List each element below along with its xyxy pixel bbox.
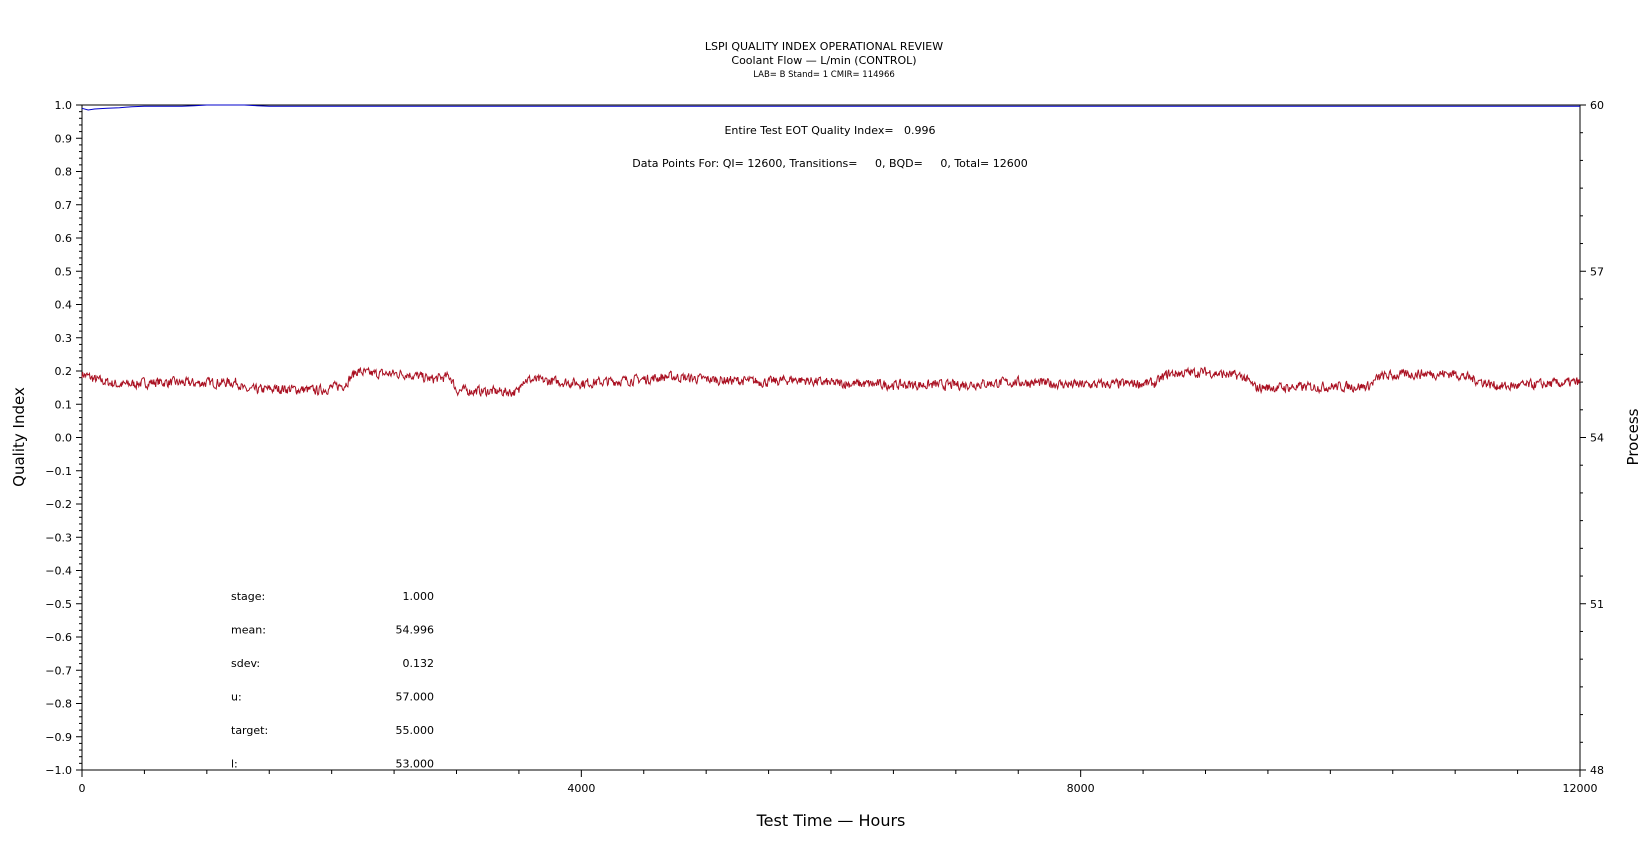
stat-label: u: (231, 691, 242, 704)
data-points-annotation: Data Points For: QI= 12600, Transitions=… (632, 157, 1027, 170)
stat-label: target: (231, 724, 268, 737)
y-left-tick-label: −0.9 (45, 731, 72, 744)
chart-subtitle: Coolant Flow — L/min (CONTROL) (731, 54, 916, 67)
axis-ticks: 1.0 0.9 0.8 0.7 0.6 0.5 0.4 0.3 0.2 0.1 0.0 −0.1 −0.… (45, 99, 1604, 795)
y-left-tick-label: 0.8 (55, 166, 73, 179)
stat-value: 55.000 (396, 724, 435, 737)
x-tick-label: 8000 (1067, 782, 1095, 795)
series-layer (81, 104, 1581, 398)
y-left-tick-label: −0.7 (45, 664, 72, 677)
x-axis-label: Test Time — Hours (756, 811, 906, 830)
y-left-tick-label: 0.3 (55, 332, 73, 345)
y-left-tick-label: −0.6 (45, 631, 72, 644)
stat-label: sdev: (231, 657, 260, 670)
y-left-tick-label: 0.9 (55, 132, 73, 145)
y-left-tick-label: −0.8 (45, 698, 72, 711)
y-left-tick-label: −1.0 (45, 764, 72, 777)
stat-value: 54.996 (396, 624, 435, 637)
y-left-tick-label: −0.1 (45, 465, 72, 478)
y-right-tick-label: 54 (1590, 432, 1604, 445)
y-left-tick-label: −0.2 (45, 498, 72, 511)
chart-subtitle-2: LAB= B Stand= 1 CMIR= 114966 (753, 70, 895, 80)
stat-value: 1.000 (403, 590, 435, 603)
quality-index-series-line (81, 104, 1580, 111)
stat-label: l: (231, 758, 238, 771)
stat-value: 57.000 (396, 691, 435, 704)
y-left-tick-label: 0.4 (55, 299, 73, 312)
y-left-tick-label: 1.0 (55, 99, 73, 112)
y-left-tick-label: −0.3 (45, 531, 72, 544)
y-left-tick-label: −0.4 (45, 565, 72, 578)
y-axis-left-label: Quality Index (10, 387, 28, 487)
y-left-tick-label: 0.1 (55, 398, 73, 411)
y-axis-right-label: Process (1624, 408, 1642, 465)
stat-label: mean: (231, 624, 266, 637)
stats-block: stage: 1.000 mean: 54.996 sdev: 0.132 u: 57.000… (231, 590, 434, 771)
y-left-tick-label: 0.0 (55, 432, 73, 445)
y-right-tick-label: 51 (1590, 598, 1604, 611)
y-left-tick-label: 0.5 (55, 265, 73, 278)
stat-value: 0.132 (403, 657, 435, 670)
process-series-line (81, 366, 1581, 398)
plot-frame (81, 104, 1581, 771)
y-left-tick-label: 0.2 (55, 365, 73, 378)
stat-label: stage: (231, 590, 265, 603)
quality-index-annotation: Entire Test EOT Quality Index= 0.996 (724, 124, 935, 137)
y-right-tick-label: 48 (1590, 764, 1604, 777)
y-left-tick-label: 0.6 (55, 232, 73, 245)
y-right-tick-label: 60 (1590, 99, 1604, 112)
y-right-tick-label: 57 (1590, 265, 1604, 278)
y-left-tick-label: −0.5 (45, 598, 72, 611)
x-tick-label: 12000 (1563, 782, 1598, 795)
stat-value: 53.000 (396, 758, 435, 771)
x-tick-label: 4000 (567, 782, 595, 795)
x-tick-label: 0 (79, 782, 86, 795)
y-left-tick-label: 0.7 (55, 199, 73, 212)
chart-title: LSPI QUALITY INDEX OPERATIONAL REVIEW (705, 40, 943, 53)
